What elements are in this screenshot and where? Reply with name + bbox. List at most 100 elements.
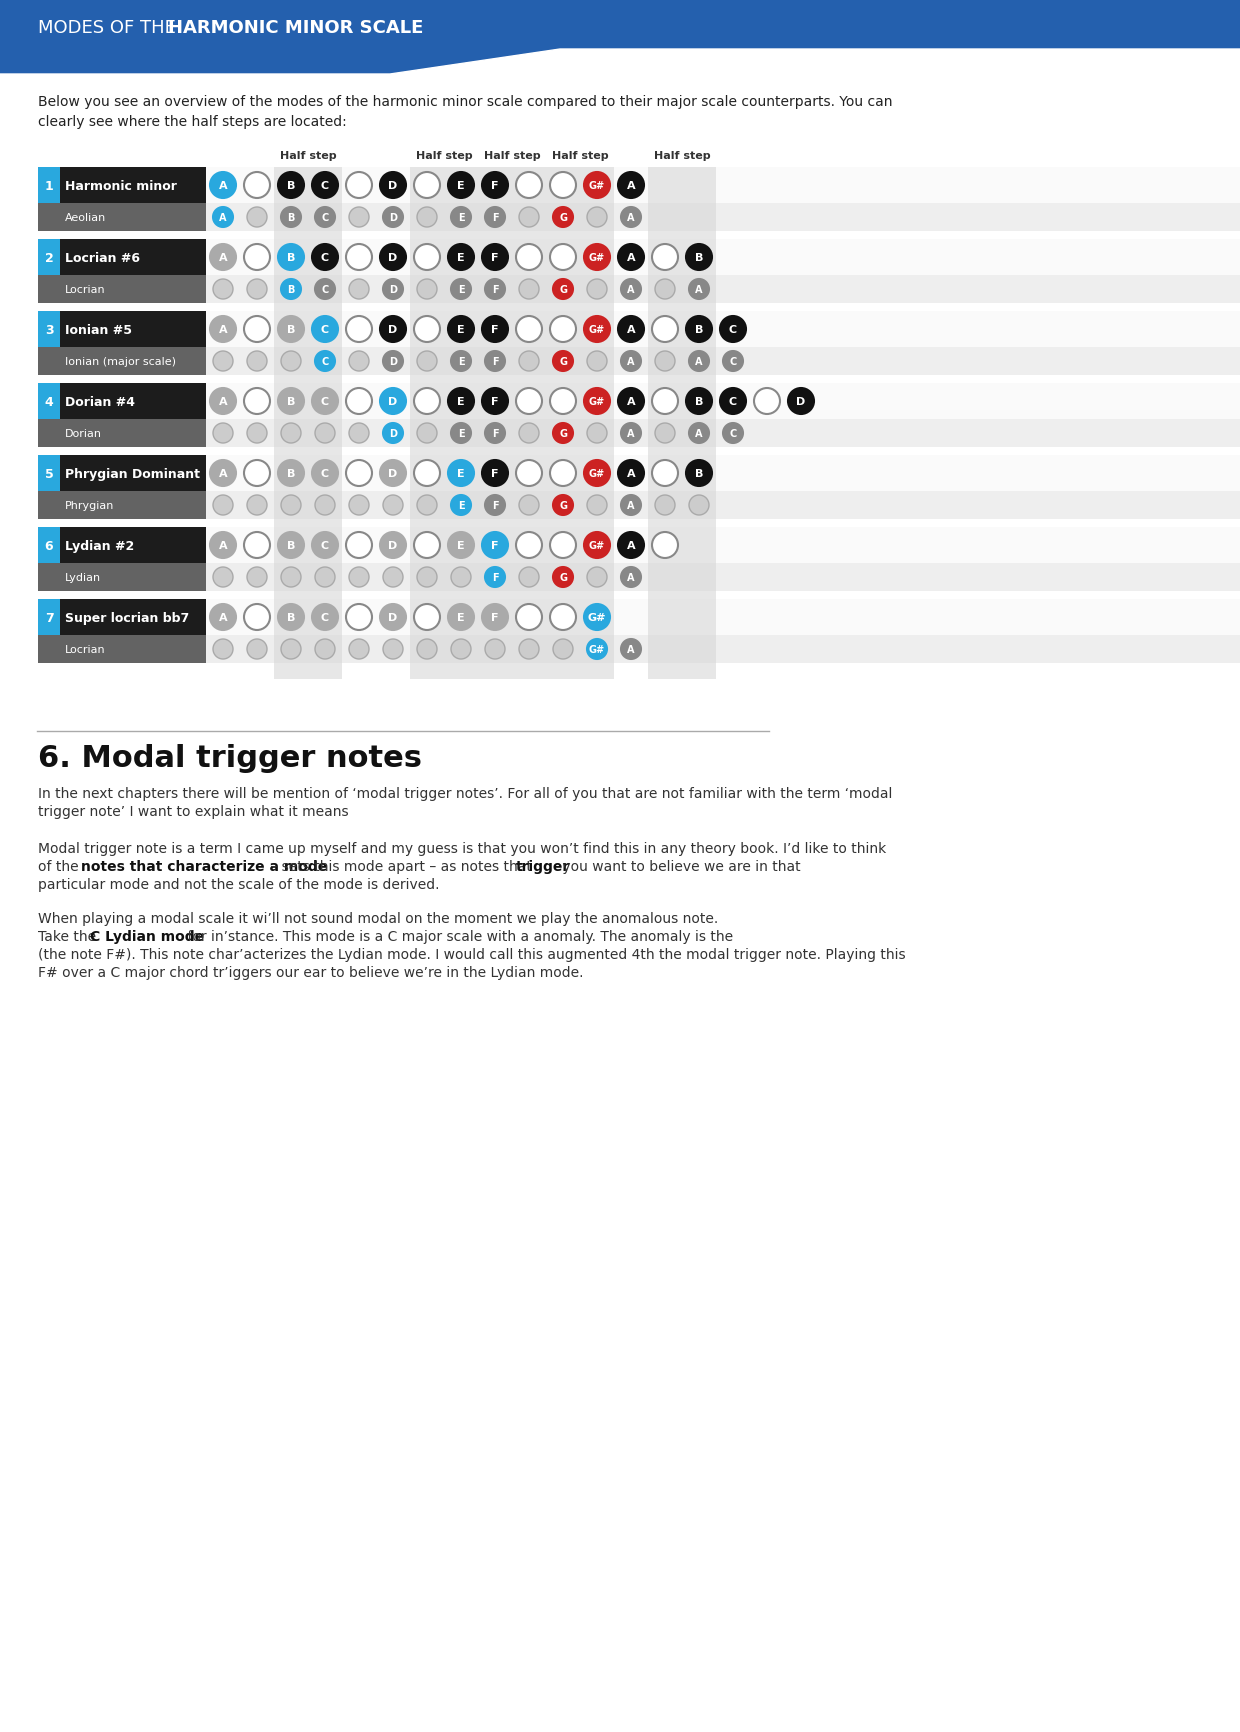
Circle shape	[346, 388, 372, 414]
Circle shape	[348, 568, 370, 587]
Text: F: F	[491, 253, 498, 263]
Text: C: C	[321, 213, 329, 223]
Bar	[206, 456, 1240, 520]
Text: D: D	[388, 253, 398, 263]
Circle shape	[553, 281, 573, 300]
Text: F: F	[491, 180, 498, 191]
Text: Half step: Half step	[484, 151, 541, 161]
Text: When playing a modal scale it wi’ll not sound modal on the moment we play the an: When playing a modal scale it wi’ll not …	[38, 911, 718, 925]
Text: F: F	[491, 397, 498, 407]
Circle shape	[621, 568, 641, 587]
Circle shape	[655, 424, 675, 443]
Circle shape	[553, 352, 573, 372]
Bar	[38, 456, 1240, 492]
Circle shape	[485, 639, 505, 660]
Text: G#: G#	[589, 397, 605, 407]
Text: notes that characterize a mode: notes that characterize a mode	[81, 859, 327, 873]
Circle shape	[448, 388, 474, 414]
Text: Dorian #4: Dorian #4	[64, 395, 135, 409]
Circle shape	[618, 317, 644, 343]
Circle shape	[655, 352, 675, 372]
Text: Half step: Half step	[552, 151, 609, 161]
Circle shape	[584, 388, 610, 414]
Text: 3: 3	[45, 324, 53, 336]
Circle shape	[618, 388, 644, 414]
Circle shape	[448, 461, 474, 487]
Circle shape	[312, 604, 339, 630]
Circle shape	[451, 495, 471, 516]
Text: C Lydian mode: C Lydian mode	[91, 930, 205, 944]
Circle shape	[485, 208, 505, 229]
Circle shape	[315, 281, 335, 300]
Bar	[38, 168, 60, 204]
Text: Ionian #5: Ionian #5	[64, 324, 131, 336]
Text: G: G	[559, 430, 567, 438]
Circle shape	[315, 568, 335, 587]
Circle shape	[520, 352, 539, 372]
Text: A: A	[627, 644, 635, 655]
Text: B: B	[286, 253, 295, 263]
Circle shape	[621, 424, 641, 443]
Text: Aeolian: Aeolian	[64, 213, 107, 223]
Circle shape	[278, 244, 304, 270]
Circle shape	[210, 244, 236, 270]
Text: C: C	[321, 326, 329, 334]
Circle shape	[383, 281, 403, 300]
Text: A: A	[696, 357, 703, 367]
Text: F: F	[491, 613, 498, 622]
Text: A: A	[627, 430, 635, 438]
Text: G#: G#	[589, 253, 605, 263]
Text: B: B	[286, 397, 295, 407]
Circle shape	[551, 461, 577, 487]
Circle shape	[451, 424, 471, 443]
Bar	[206, 385, 1240, 449]
Text: MODES OF THE: MODES OF THE	[38, 19, 187, 36]
Circle shape	[587, 352, 608, 372]
Circle shape	[448, 604, 474, 630]
Circle shape	[689, 352, 709, 372]
Circle shape	[652, 461, 678, 487]
Text: 10: 10	[38, 54, 60, 71]
Circle shape	[379, 533, 405, 559]
Bar	[38, 204, 206, 232]
Text: A: A	[696, 430, 703, 438]
Circle shape	[621, 639, 641, 660]
Circle shape	[723, 352, 743, 372]
Circle shape	[383, 424, 403, 443]
Bar	[38, 599, 1240, 636]
Circle shape	[417, 568, 436, 587]
Bar	[38, 563, 1240, 592]
Circle shape	[551, 533, 577, 559]
Text: E: E	[458, 613, 465, 622]
Circle shape	[417, 495, 436, 516]
Circle shape	[417, 281, 436, 300]
Circle shape	[281, 352, 301, 372]
Text: E: E	[458, 501, 464, 511]
Circle shape	[448, 533, 474, 559]
Circle shape	[485, 568, 505, 587]
Circle shape	[482, 533, 508, 559]
Circle shape	[618, 173, 644, 199]
Circle shape	[584, 604, 610, 630]
Text: A: A	[627, 284, 635, 294]
Circle shape	[247, 424, 267, 443]
Bar	[38, 492, 1240, 520]
Text: A: A	[219, 213, 227, 223]
Polygon shape	[0, 50, 1240, 125]
Circle shape	[210, 461, 236, 487]
Circle shape	[686, 461, 712, 487]
Circle shape	[278, 388, 304, 414]
Text: D: D	[388, 326, 398, 334]
Text: A: A	[626, 326, 635, 334]
Circle shape	[348, 208, 370, 229]
Circle shape	[417, 208, 436, 229]
Text: D: D	[389, 284, 397, 294]
Bar	[38, 636, 206, 663]
Circle shape	[315, 639, 335, 660]
Circle shape	[584, 461, 610, 487]
Circle shape	[379, 244, 405, 270]
Circle shape	[348, 639, 370, 660]
Circle shape	[379, 317, 405, 343]
Text: A: A	[627, 573, 635, 582]
Text: G: G	[559, 357, 567, 367]
